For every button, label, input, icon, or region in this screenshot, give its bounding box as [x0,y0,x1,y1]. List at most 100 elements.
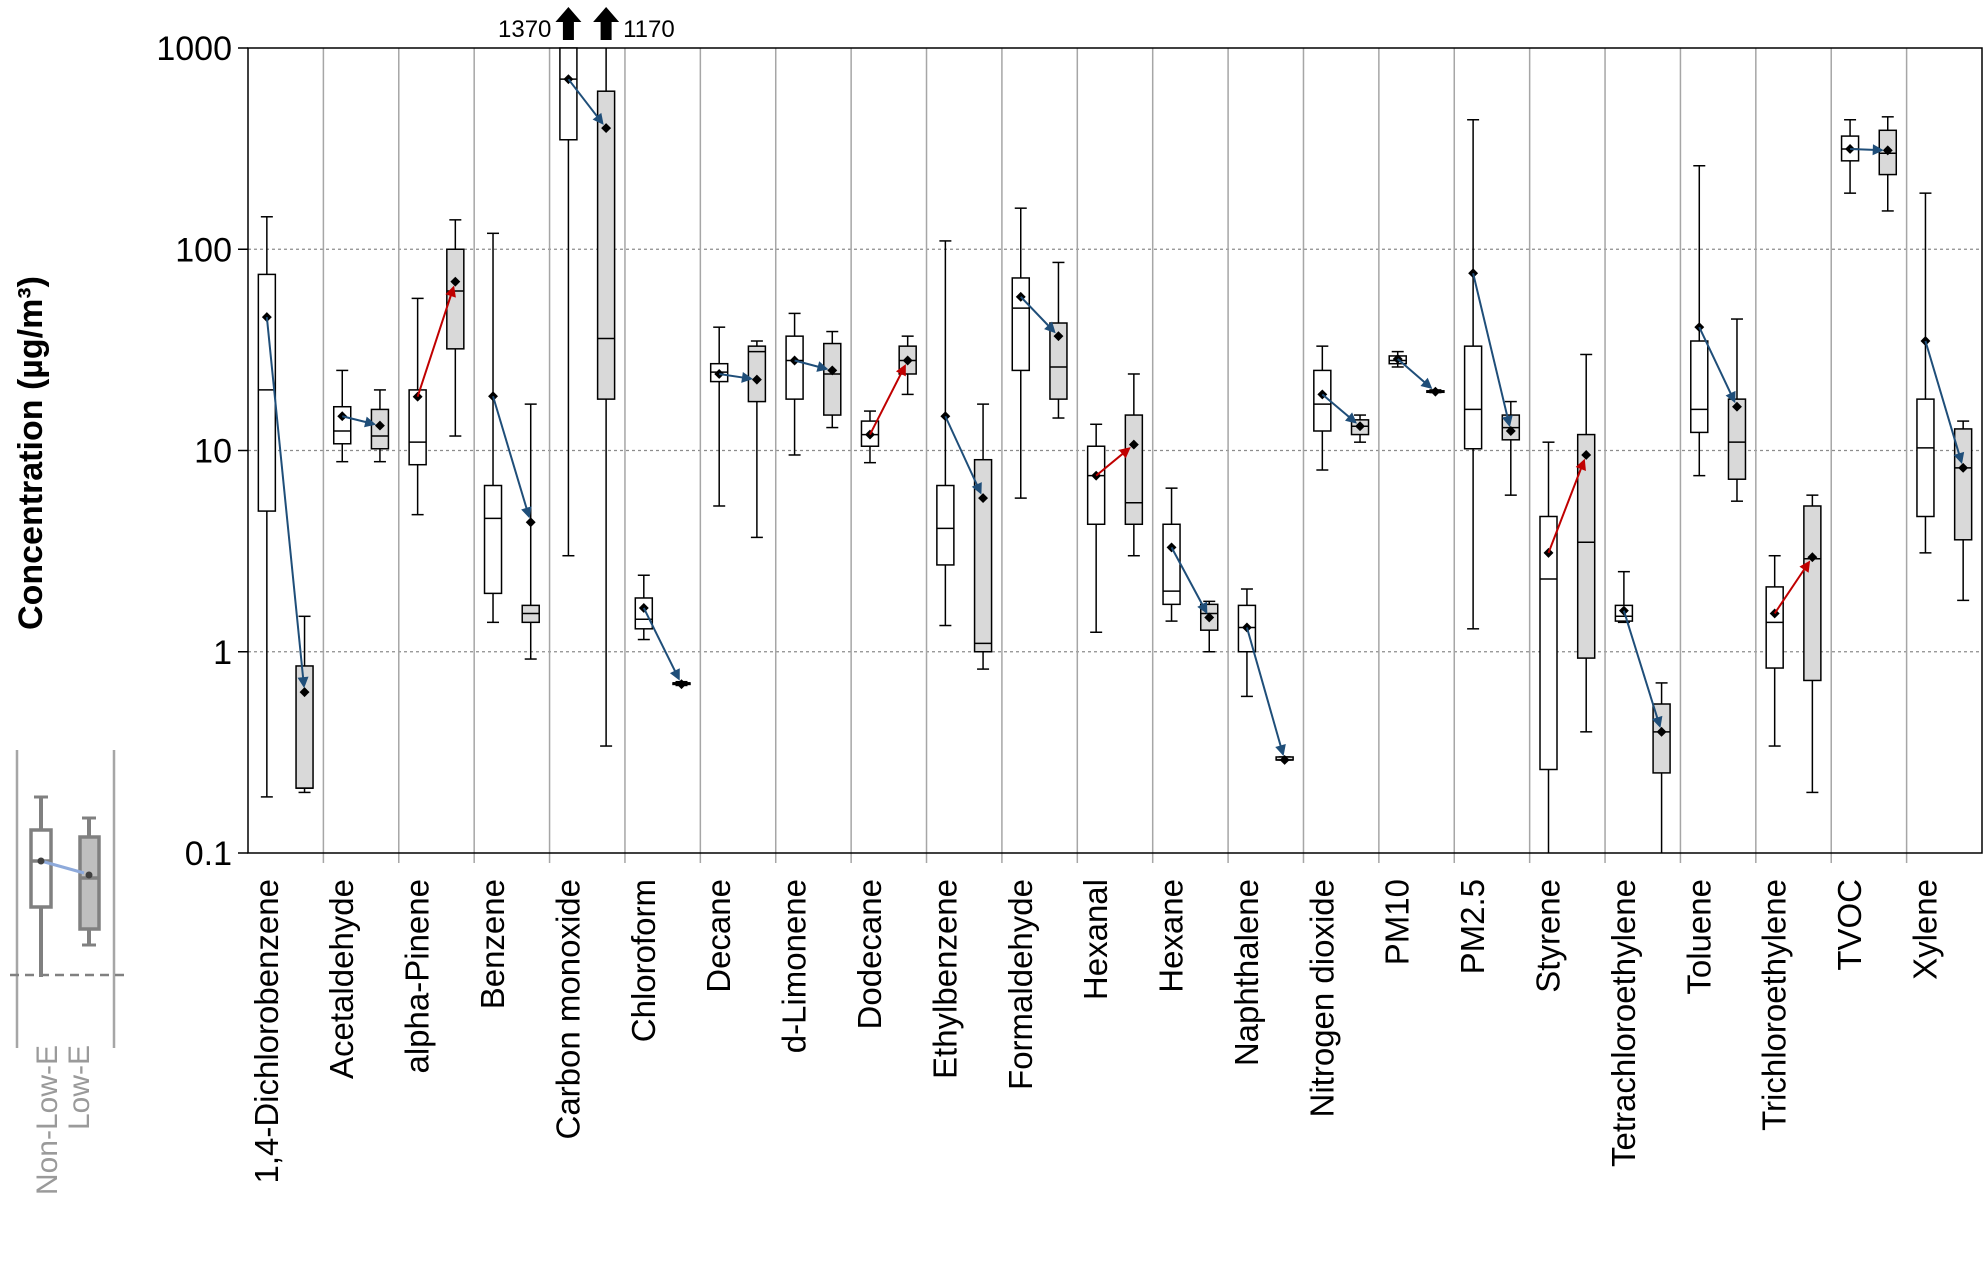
box-toluene-low-e-mean-marker [1732,401,1742,412]
category-label-tvoc: TVOC [1831,879,1868,971]
trend-arrowhead-tetrachloroethylene [1651,715,1663,729]
box-d-limonene-low-e [823,342,842,416]
trend-arrow-1-4-dichlorobenzene [265,317,305,682]
trend-arrowhead-formaldehyde [1044,321,1056,334]
legend-mean-non-low-e [37,857,45,865]
box-chloroform-non-low-e [634,597,654,630]
trend-arrow-chloroform [642,607,678,676]
trend-arrow-pm2-5 [1472,273,1510,421]
clip-arrow-0 [555,7,582,40]
box-pm10-low-e-mean-marker [1430,386,1441,397]
category-label-naphthalene: Naphthalene [1228,879,1265,1066]
trend-arrow-alpha-pinene [416,291,453,398]
legend-box-low-e [78,835,101,931]
box-naphthalene-low-e-mean-marker [1279,754,1290,765]
box-xylene-non-low-e [1916,398,1935,518]
box-alpha-pinene-low-e [446,248,465,350]
trend-arrow-acetaldehyde [341,415,370,424]
trend-arrow-hexane [1170,546,1206,609]
box-d-limonene-low-e-mean-marker [827,365,838,376]
trend-arrowhead-styrene [1575,458,1586,471]
trend-arrow-trichloroethylene [1773,565,1808,615]
trend-arrow-pm10 [1397,358,1429,386]
box-tvoc-low-e-mean-marker [1882,145,1893,156]
box-carbon-monoxide-low-e-mean-marker [601,123,612,134]
trend-arrowhead-hexane [1197,601,1208,614]
box-1-4-dichlorobenzene-low-e-mean-marker [299,687,310,698]
legend-trend-arrow [40,859,85,875]
box-hexane-non-low-e [1162,523,1181,606]
category-label-toluene: Toluene [1680,879,1717,995]
category-label-tetrachloroethylene: Tetrachloroethylene [1605,879,1642,1167]
trend-arrow-benzene [492,395,529,513]
trend-arrow-decane [719,372,747,380]
category-label-alpha-pinene: alpha-Pinene [399,879,436,1074]
box-acetaldehyde-low-e-mean-marker [374,420,385,431]
box-tetrachloroethylene-low-e-mean-marker [1656,726,1667,737]
box-carbon-monoxide-non-low-e [559,47,578,141]
trend-arrow-xylene [1924,340,1962,458]
label-layer: 1,4-Dichlorobenzene Acetaldehyde alpha-Pin… [248,7,1943,1184]
trend-arrowhead-benzene [521,506,532,519]
box-layer [257,47,1973,853]
clip-arrow-1 [593,7,620,40]
category-label-dodecane: Dodecane [851,879,888,1029]
trend-arrow-styrene [1547,464,1584,554]
plot-frame [247,47,1983,854]
legend-label-low-e: Low-E [63,1045,96,1130]
category-label-pm2-5: PM2.5 [1454,879,1491,974]
trend-arrowhead-nitrogen-dioxide [1345,412,1357,424]
trend-arrowhead-d-limonene [816,361,829,372]
trend-arrowhead-pm10 [1420,377,1433,390]
box-toluene-low-e [1727,398,1747,480]
box-formaldehyde-non-low-e [1011,277,1031,372]
trend-arrow-hexanal [1095,450,1127,477]
category-label-formaldehyde: Formaldehyde [1002,879,1039,1090]
box-ethylbenzene-non-low-e [936,484,955,566]
category-label-ethylbenzene: Ethylbenzene [926,879,963,1079]
box-1-4-dichlorobenzene-non-low-e [257,273,277,512]
trend-arrow-tetrachloroethylene [1622,610,1660,723]
box-styrene-low-e-mean-marker [1581,450,1592,460]
trend-arrow-toluene [1698,326,1734,398]
box-alpha-pinene-non-low-e [408,389,427,466]
y-tick-label-4: 1000 [156,30,232,68]
trend-arrow-naphthalene [1245,627,1283,751]
category-label-hexanal: Hexanal [1077,879,1114,1000]
trend-arrowhead-acetaldehyde [364,416,377,428]
box-ethylbenzene-low-e [973,458,993,653]
trend-arrow-d-limonene [794,359,823,369]
legend-label-non-low-e: Non-Low-E [31,1045,64,1195]
trend-arrowhead-hexanal [1118,447,1131,459]
trend-arrowhead-dodecane [895,364,906,377]
clip-arrow-shape-1 [593,7,620,40]
box-pm2-5-low-e-mean-marker [1505,426,1516,436]
trend-arrow-formaldehyde [1020,296,1052,330]
trend-arrowhead-toluene [1725,390,1736,404]
box-carbon-monoxide-low-e [596,90,616,400]
category-label-pm10: PM10 [1379,879,1416,965]
box-pm2-5-non-low-e [1463,345,1483,450]
box-formaldehyde-low-e [1049,322,1068,400]
trend-arrowhead-xylene [1953,451,1965,465]
box-d-limonene-non-low-e [785,335,804,400]
clip-arrow-shape-0 [555,7,582,40]
trend-arrowhead-1-4-dichlorobenzene [297,676,309,689]
box-toluene-non-low-e [1690,340,1709,434]
category-label-styrene: Styrene [1530,879,1567,993]
legend-box-non-low-e [29,828,53,909]
trend-arrow-nitrogen-dioxide [1321,393,1353,421]
category-label-chloroform: Chloroform [625,879,662,1042]
trend-arrowhead-decane [741,371,753,383]
trend-arrowhead-tvoc [1872,144,1884,156]
category-label-d-limonene: d-Limonene [776,879,813,1053]
legend-mean-low-e [85,871,93,879]
clip-annotation-0: 1370 [498,16,551,43]
box-trichloroethylene-low-e-mean-marker [1807,552,1818,563]
trend-arrow-carbon-monoxide [567,78,601,121]
trend-arrowhead-alpha-pinene [445,285,456,298]
box-nitrogen-dioxide-low-e-mean-marker [1355,421,1365,432]
box-styrene-non-low-e [1539,515,1558,771]
box-hexanal-non-low-e [1086,445,1106,526]
